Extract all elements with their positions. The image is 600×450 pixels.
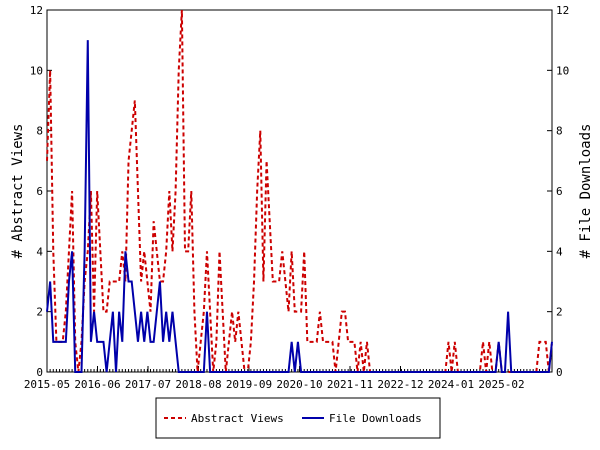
- left-y-tick-label: 12: [30, 4, 43, 17]
- left-y-axis: 0 2 4 6 8 10 12: [30, 4, 52, 379]
- right-y-tick-label: 4: [556, 245, 563, 258]
- left-y-axis-title: # Abstract Views: [10, 124, 26, 259]
- series-line-file-downloads: [46, 40, 553, 373]
- left-y-tick-label: 2: [36, 306, 43, 319]
- series-line-abstract-views: [46, 9, 553, 373]
- legend-label-file-downloads: File Downloads: [329, 412, 422, 425]
- x-tick-label: 2025-02: [478, 378, 524, 391]
- left-y-tick-label: 10: [30, 64, 43, 77]
- x-tick-label: 2020-10: [276, 378, 322, 391]
- x-tick-label: 2017-07: [125, 378, 171, 391]
- series-lines: [46, 9, 553, 373]
- right-y-tick-label: 6: [556, 185, 563, 198]
- legend-label-abstract-views: Abstract Views: [191, 412, 284, 425]
- x-tick-label: 2022-12: [377, 378, 423, 391]
- x-tick-label: 2024-01: [428, 378, 474, 391]
- right-y-tick-label: 0: [556, 366, 563, 379]
- x-tick-label: 2015-05: [24, 378, 70, 391]
- x-tick-label: 2019-09: [226, 378, 272, 391]
- right-y-tick-label: 12: [556, 4, 569, 17]
- left-y-tick-label: 0: [36, 366, 43, 379]
- right-y-axis-title: # File Downloads: [578, 124, 594, 259]
- right-y-tick-label: 10: [556, 64, 569, 77]
- x-tick-label: 2021-11: [327, 378, 373, 391]
- x-tick-label: 2018-08: [175, 378, 221, 391]
- left-y-tick-label: 8: [36, 125, 43, 138]
- right-y-axis: 0 2 4 6 8 10 12: [547, 4, 569, 379]
- left-y-tick-label: 6: [36, 185, 43, 198]
- plot-area: [46, 9, 553, 373]
- legend-box: [155, 397, 441, 439]
- x-tick-label: 2016-06: [74, 378, 120, 391]
- right-y-tick-label: 8: [556, 125, 563, 138]
- legend: Abstract Views File Downloads: [155, 397, 441, 439]
- right-y-tick-label: 2: [556, 306, 563, 319]
- left-y-tick-label: 4: [36, 245, 43, 258]
